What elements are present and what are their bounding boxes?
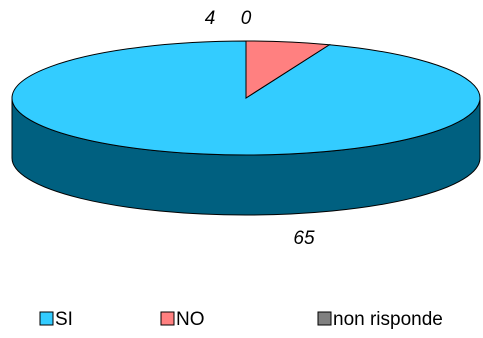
legend-item-si: SI — [39, 309, 73, 330]
pie-top — [11, 40, 481, 156]
legend-swatch-non-risponde — [317, 311, 332, 326]
pie-labels: 65 4 0 — [205, 8, 315, 249]
data-label-si: 65 — [293, 228, 315, 249]
legend-item-non-risponde: non risponde — [317, 309, 443, 330]
legend: SI NO non risponde — [39, 309, 443, 330]
data-label-no: 4 — [205, 8, 216, 29]
legend-item-no: NO — [160, 309, 205, 330]
legend-swatch-si — [39, 311, 54, 326]
legend-swatch-no — [160, 311, 175, 326]
legend-label-non-risponde: non risponde — [333, 309, 443, 330]
pie-slice-no — [245, 40, 331, 99]
legend-label-no: NO — [176, 309, 205, 330]
legend-label-si: SI — [55, 309, 73, 330]
data-label-non-risponde: 0 — [241, 8, 252, 29]
